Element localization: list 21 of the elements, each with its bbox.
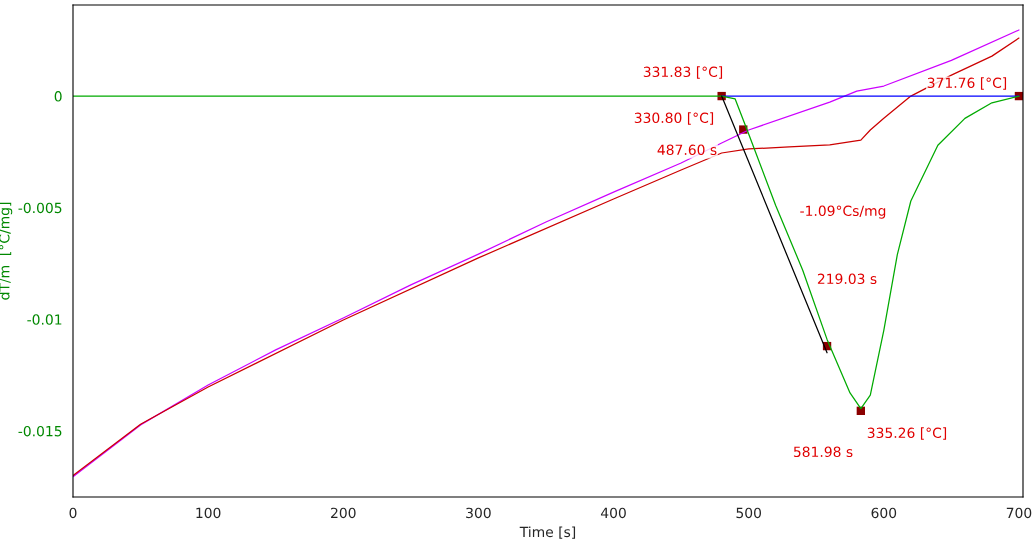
y-tick-label: -0.005 xyxy=(18,202,62,214)
x-tick-label: 600 xyxy=(871,507,897,519)
annotation: 219.03 s xyxy=(817,273,877,285)
y-tick-label: -0.015 xyxy=(18,425,62,437)
x-tick-label: 300 xyxy=(466,507,491,519)
y-tick-label: 0 xyxy=(54,91,62,102)
x-tick-label: 700 xyxy=(1006,507,1032,519)
annotation: 581.98 s xyxy=(793,446,853,458)
x-tick-label: 500 xyxy=(736,507,762,519)
annotation: 371.76 [°C] xyxy=(927,77,1007,90)
annotation: 487.60 s xyxy=(657,144,717,156)
annotation: 335.26 [°C] xyxy=(867,427,947,440)
x-tick-label: 200 xyxy=(331,507,356,519)
annotation: -1.09°Cs/mg xyxy=(800,205,886,219)
x-tick-label: 0 xyxy=(69,507,77,519)
annotation: 331.83 [°C] xyxy=(643,66,723,79)
y-tick-label: -0.01 xyxy=(27,314,62,325)
x-tick-label: 100 xyxy=(196,507,221,519)
x-axis-title: Time [s] xyxy=(519,526,576,539)
annotation: 330.80 [°C] xyxy=(634,112,714,125)
x-tick-label: 400 xyxy=(600,507,626,519)
